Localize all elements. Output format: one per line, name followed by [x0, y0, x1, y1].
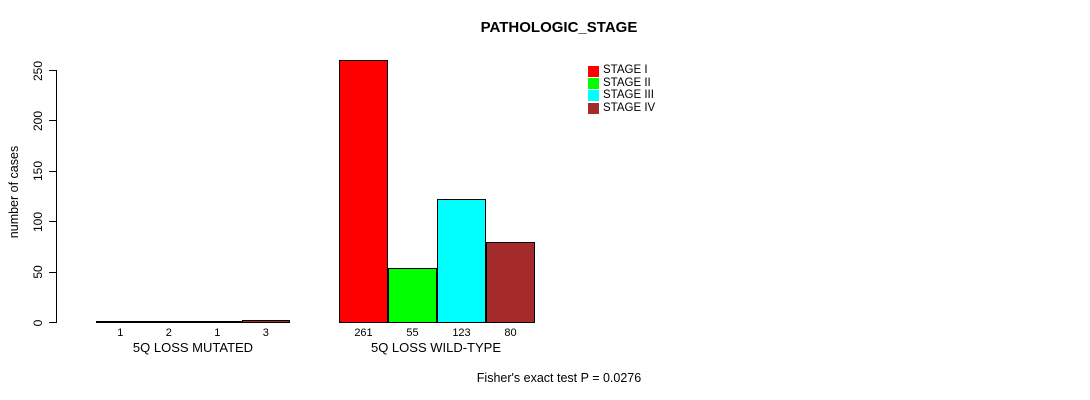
legend: STAGE I STAGE II STAGE III STAGE IV [588, 65, 655, 115]
bar-stage-iv [241, 319, 290, 323]
bar-value-label: 123 [452, 327, 471, 339]
bar-value-label: 55 [406, 327, 419, 339]
bar-value-label: 3 [262, 327, 269, 339]
y-tick-label: 50 [31, 265, 45, 279]
y-axis-line [56, 70, 57, 323]
legend-label: STAGE IV [603, 101, 656, 114]
legend-label: STAGE II [603, 76, 651, 89]
y-axis-label: number of cases [7, 145, 21, 239]
y-tick-label: 0 [31, 319, 45, 326]
group-label-mutated: 5Q LOSS MUTATED [132, 340, 254, 355]
legend-swatch [588, 90, 599, 102]
y-tick-label: 100 [31, 211, 45, 232]
legend-item: STAGE IV [588, 102, 655, 114]
y-tick [49, 120, 56, 122]
y-tick-label: 250 [31, 60, 45, 81]
bar-stage-i [339, 59, 388, 323]
legend-swatch [588, 102, 599, 114]
y-tick [49, 170, 56, 172]
bar-stage-iii [437, 198, 486, 323]
stats-caption: Fisher's exact test P = 0.0276 [476, 371, 642, 385]
y-tick [49, 271, 56, 273]
legend-label: STAGE I [603, 64, 648, 77]
chart-title: PATHOLOGIC_STAGE [480, 19, 638, 36]
bar-value-label: 261 [354, 327, 373, 339]
legend-swatch [588, 78, 599, 90]
bar-value-label: 2 [165, 327, 172, 339]
bar-stage-iv [486, 241, 535, 323]
bar-stage-i [96, 320, 145, 323]
bar-stage-ii [388, 267, 437, 323]
bar-stage-iii [193, 320, 242, 323]
legend-label: STAGE III [603, 89, 654, 102]
legend-item: STAGE I [588, 65, 655, 77]
bar-value-label: 1 [214, 327, 221, 339]
bar-value-label: 1 [117, 327, 124, 339]
legend-item: STAGE III [588, 90, 655, 102]
y-tick-label: 200 [31, 110, 45, 131]
legend-swatch [588, 65, 599, 77]
y-tick [49, 70, 56, 71]
y-tick-label: 150 [31, 161, 45, 182]
group-label-wild-type: 5Q LOSS WILD-TYPE [370, 340, 502, 355]
bar-value-label: 80 [504, 327, 517, 339]
bar-stage-ii [144, 320, 193, 323]
y-tick [49, 221, 56, 223]
y-tick [49, 322, 56, 323]
legend-item: STAGE II [588, 76, 655, 90]
